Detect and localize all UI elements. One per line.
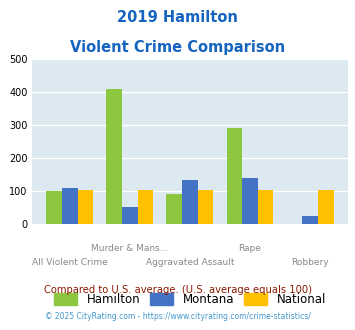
Bar bbox=[258, 190, 273, 224]
Bar bbox=[226, 128, 242, 224]
Text: Robbery: Robbery bbox=[291, 258, 329, 267]
Text: Aggravated Assault: Aggravated Assault bbox=[146, 258, 234, 267]
Bar bbox=[122, 207, 138, 224]
Bar bbox=[318, 190, 334, 224]
Bar bbox=[182, 180, 198, 224]
Bar bbox=[242, 178, 258, 224]
Bar bbox=[302, 216, 318, 224]
Text: Rape: Rape bbox=[239, 244, 261, 253]
Text: Murder & Mans...: Murder & Mans... bbox=[91, 244, 169, 253]
Text: 2019 Hamilton: 2019 Hamilton bbox=[117, 10, 238, 25]
Legend: Hamilton, Montana, National: Hamilton, Montana, National bbox=[54, 293, 326, 306]
Text: Violent Crime Comparison: Violent Crime Comparison bbox=[70, 40, 285, 54]
Bar bbox=[166, 194, 182, 224]
Text: Compared to U.S. average. (U.S. average equals 100): Compared to U.S. average. (U.S. average … bbox=[44, 285, 311, 295]
Bar bbox=[138, 190, 153, 224]
Text: © 2025 CityRating.com - https://www.cityrating.com/crime-statistics/: © 2025 CityRating.com - https://www.city… bbox=[45, 312, 310, 321]
Bar bbox=[46, 191, 62, 224]
Bar bbox=[106, 89, 122, 224]
Text: All Violent Crime: All Violent Crime bbox=[32, 258, 108, 267]
Bar bbox=[77, 190, 93, 224]
Bar bbox=[62, 188, 77, 224]
Bar bbox=[198, 190, 213, 224]
